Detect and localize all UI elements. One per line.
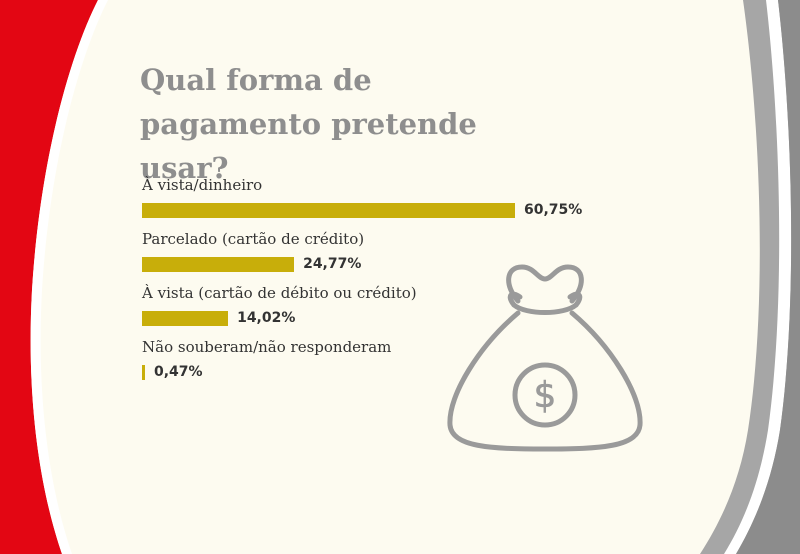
value-label: 14,02%	[237, 310, 296, 326]
value-label: 0,47%	[154, 364, 203, 380]
bar	[142, 203, 515, 218]
svg-text:$: $	[534, 375, 557, 416]
category-label: À vista (cartão de débito ou crédito)	[142, 284, 417, 302]
money-bag-dollar-icon: $	[447, 264, 643, 452]
white-stripe-right	[724, 0, 792, 554]
bar	[142, 257, 295, 272]
gray-stripe-dark	[736, 0, 800, 554]
value-label: 60,75%	[524, 202, 583, 218]
category-label: Não souberam/não responderam	[142, 338, 392, 356]
category-label: À vista/dinheiro	[142, 176, 263, 194]
category-label: Parcelado (cartão de crédito)	[142, 230, 365, 248]
chart-title: Qual forma de pagamento pretende usar?	[140, 63, 477, 185]
red-stripe	[0, 0, 98, 554]
bar	[142, 365, 145, 380]
bar	[142, 311, 229, 326]
value-label: 24,77%	[303, 256, 362, 272]
